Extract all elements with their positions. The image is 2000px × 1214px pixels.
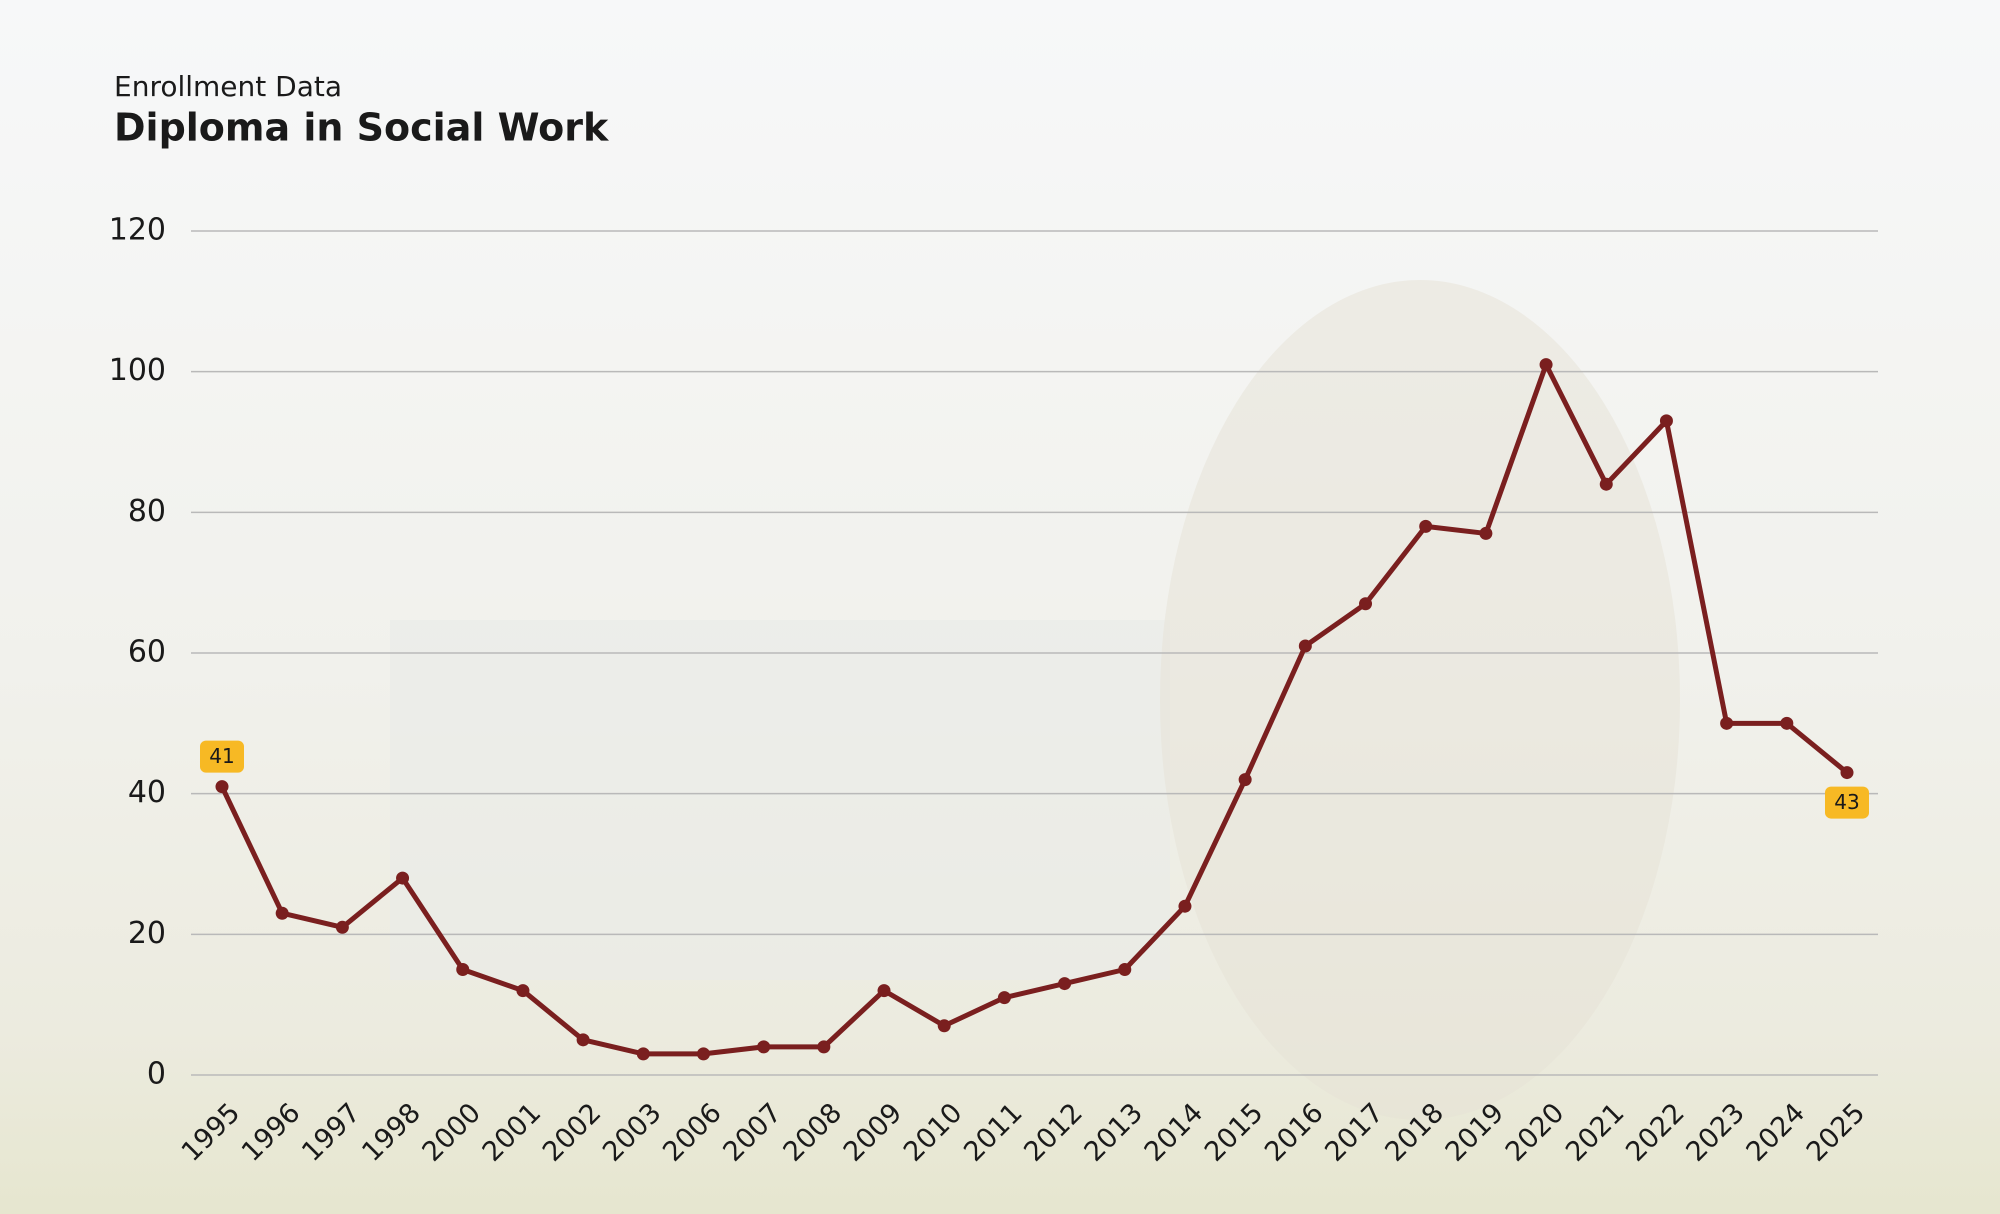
value-label: 41 xyxy=(209,744,234,768)
data-point xyxy=(1058,977,1072,991)
value-label-box xyxy=(1825,786,1869,819)
data-point xyxy=(1659,414,1673,428)
data-point xyxy=(1359,597,1373,611)
data-point xyxy=(1238,773,1252,787)
data-point xyxy=(1720,716,1734,730)
data-point xyxy=(1599,477,1613,491)
background-building xyxy=(390,620,1170,980)
data-point xyxy=(215,780,229,794)
y-tick-label: 100 xyxy=(109,353,166,388)
data-point xyxy=(757,1040,771,1054)
data-point xyxy=(877,984,891,998)
data-point xyxy=(1780,716,1794,730)
value-label-box xyxy=(200,740,244,773)
data-point xyxy=(1178,899,1192,913)
data-point xyxy=(1479,526,1493,540)
data-point xyxy=(937,1019,951,1033)
data-point xyxy=(1539,358,1553,372)
data-point xyxy=(456,963,470,976)
data-point xyxy=(396,871,410,885)
data-point xyxy=(696,1047,710,1061)
chart-title: Diploma in Social Work xyxy=(114,106,609,150)
y-tick-label: 20 xyxy=(128,916,166,951)
y-tick-label: 120 xyxy=(109,213,166,248)
data-point xyxy=(335,920,349,934)
data-point xyxy=(576,1033,590,1047)
data-point xyxy=(1298,639,1312,653)
background-statue xyxy=(1160,280,1680,1120)
data-point xyxy=(997,991,1011,1005)
y-tick-label: 0 xyxy=(147,1057,166,1092)
data-point xyxy=(1118,963,1132,976)
y-tick-label: 80 xyxy=(128,494,166,529)
data-point xyxy=(636,1047,650,1061)
data-point xyxy=(275,906,289,920)
chart-subtitle: Enrollment Data xyxy=(114,70,342,103)
data-point xyxy=(1419,519,1433,533)
data-point xyxy=(817,1040,831,1054)
value-label: 43 xyxy=(1834,790,1859,814)
y-tick-label: 40 xyxy=(128,775,166,810)
data-point xyxy=(1840,766,1854,780)
y-tick-label: 60 xyxy=(128,635,166,670)
data-line xyxy=(219,362,1849,1057)
data-point xyxy=(516,984,530,998)
